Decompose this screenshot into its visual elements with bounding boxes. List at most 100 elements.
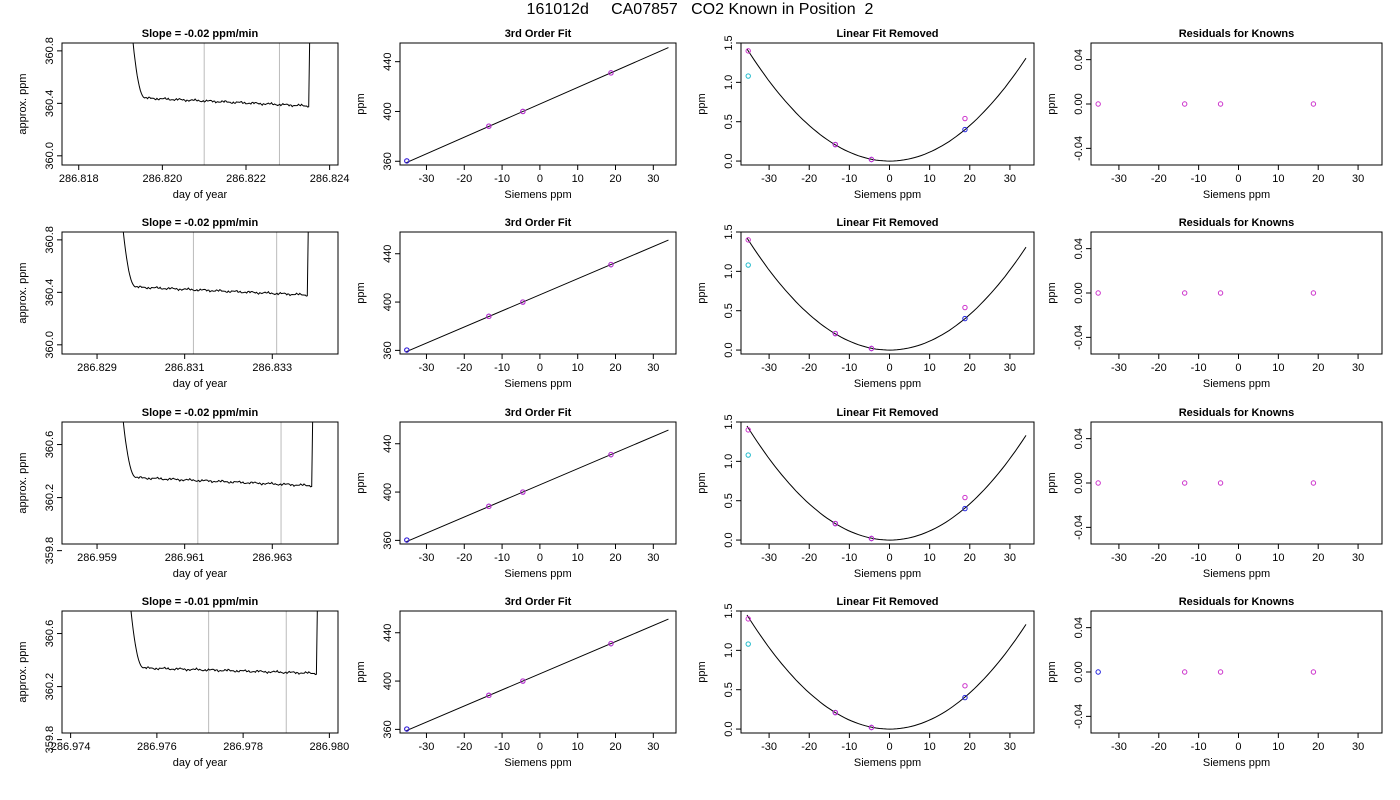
y-tick-label: 0.0 <box>723 532 735 547</box>
y-tick-label: 0.04 <box>1073 428 1085 449</box>
x-tick-label: 10 <box>924 552 936 564</box>
data-point <box>1310 101 1317 107</box>
chart-title: 3rd Order Fit <box>505 28 572 40</box>
y-tick-label: 360.4 <box>44 90 56 118</box>
plot-area <box>745 614 1027 731</box>
x-tick-label: -30 <box>761 362 777 374</box>
x-tick-label: -30 <box>419 552 435 564</box>
chart-title: Residuals for Knowns <box>1179 28 1295 40</box>
data-point <box>608 640 614 647</box>
x-tick-label: -10 <box>841 173 857 185</box>
chart-panel-15: Linear Fit Removed -30 -20 -10 0 10 20 30 0.0 0.5… <box>696 596 1035 769</box>
data-point <box>404 537 410 543</box>
x-tick-label: -30 <box>1111 552 1127 564</box>
plot-frame <box>1090 421 1383 545</box>
data-point <box>1217 101 1224 107</box>
x-tick-label: -20 <box>1151 362 1167 374</box>
fit-line <box>405 429 669 543</box>
data-point <box>868 724 875 731</box>
plot-frame <box>740 610 1035 734</box>
y-axis-label: ppm <box>1046 472 1058 493</box>
x-tick-label: -10 <box>494 552 510 564</box>
x-tick-label: 20 <box>964 173 976 185</box>
y-tick-label: 400 <box>382 672 394 690</box>
data-point <box>486 503 492 510</box>
x-tick-label: 0 <box>1235 552 1241 564</box>
x-axis-label: Siemens ppm <box>854 757 921 769</box>
x-tick-label: 286.963 <box>252 552 292 564</box>
plot-frame <box>1090 231 1383 355</box>
x-tick-label: 30 <box>647 741 659 753</box>
data-point <box>962 304 968 311</box>
chart-panel-12: Residuals for Knowns -30 -20 -10 0 10 20 30 -0.0… <box>1046 407 1383 580</box>
plot-area <box>132 43 311 108</box>
plot-frame <box>399 421 677 545</box>
chart-panel-16: Residuals for Knowns -30 -20 -10 0 10 20 30 -0.0… <box>1046 596 1383 769</box>
y-tick-label: -0.04 <box>1073 136 1085 161</box>
x-tick-label: -10 <box>494 741 510 753</box>
chart-panel-10: 3rd Order Fit -30 -20 -10 0 10 20 30 360 400 440 Si… <box>355 407 677 580</box>
y-tick-label: 360 <box>382 720 394 738</box>
data-point <box>745 641 751 647</box>
page-title: 161012d CA07857 CO2 Known in Position 2 <box>526 1 874 18</box>
x-tick-label: 30 <box>647 362 659 374</box>
data-point <box>745 48 751 54</box>
y-tick-label: -0.04 <box>1073 325 1085 350</box>
chart-panel-1: Slope = -0.02 ppm/min 286.818 286.820 286.8… <box>17 28 350 201</box>
x-tick-label: 30 <box>1352 741 1364 753</box>
y-tick-label: 360.4 <box>44 279 56 307</box>
x-tick-label: -20 <box>801 362 817 374</box>
y-axis-label: approx. ppm <box>17 73 29 134</box>
y-tick-label: 400 <box>382 102 394 120</box>
data-point <box>1181 480 1188 486</box>
y-axis-label: approx. ppm <box>17 262 29 323</box>
y-tick-label: 0.5 <box>723 682 735 697</box>
x-tick-label: 10 <box>1272 362 1284 374</box>
chart-title: Linear Fit Removed <box>836 596 938 608</box>
x-tick-label: 0 <box>1235 173 1241 185</box>
x-tick-label: -20 <box>456 552 472 564</box>
x-tick-label: -30 <box>761 173 777 185</box>
data-point <box>745 452 751 458</box>
data-point <box>832 709 839 716</box>
y-tick-label: 0.04 <box>1073 49 1085 70</box>
y-axis-label: approx. ppm <box>17 452 29 513</box>
plot-frame <box>1090 610 1383 734</box>
x-axis-label: day of year <box>173 189 228 201</box>
x-tick-label: 30 <box>1352 362 1364 374</box>
chart-panel-3: Linear Fit Removed -30 -20 -10 0 10 20 30 0.0 0.5… <box>696 28 1035 201</box>
x-axis-label: Siemens ppm <box>504 757 571 769</box>
data-point <box>520 489 526 495</box>
y-axis-label: ppm <box>355 661 367 682</box>
x-tick-label: 30 <box>1004 741 1016 753</box>
fit-line <box>405 239 669 353</box>
x-tick-label: -30 <box>419 362 435 374</box>
plot-frame <box>399 231 677 355</box>
chart-title: Linear Fit Removed <box>836 407 938 419</box>
plot-frame <box>399 610 677 734</box>
data-point <box>832 520 839 527</box>
data-point <box>868 345 875 352</box>
data-point <box>745 237 751 243</box>
plot-area <box>122 232 309 297</box>
y-tick-label: 440 <box>382 52 394 70</box>
chart-title: Slope = -0.02 ppm/min <box>142 407 259 419</box>
data-trace <box>132 43 311 108</box>
x-tick-label: -10 <box>1191 552 1207 564</box>
x-tick-label: -20 <box>456 173 472 185</box>
data-point <box>404 726 410 732</box>
y-axis-label: ppm <box>355 282 367 303</box>
x-tick-label: 286.833 <box>252 362 292 374</box>
x-tick-label: 286.831 <box>165 362 205 374</box>
chart-title: 3rd Order Fit <box>505 217 572 229</box>
x-tick-label: 30 <box>647 173 659 185</box>
data-point <box>608 70 614 76</box>
x-tick-label: -30 <box>761 552 777 564</box>
plot-area <box>1095 101 1317 107</box>
data-point <box>1217 290 1224 296</box>
x-tick-label: -20 <box>456 741 472 753</box>
plot-area <box>1095 290 1317 296</box>
data-point <box>404 347 410 353</box>
data-point <box>520 678 526 684</box>
x-axis-label: Siemens ppm <box>1203 568 1270 580</box>
